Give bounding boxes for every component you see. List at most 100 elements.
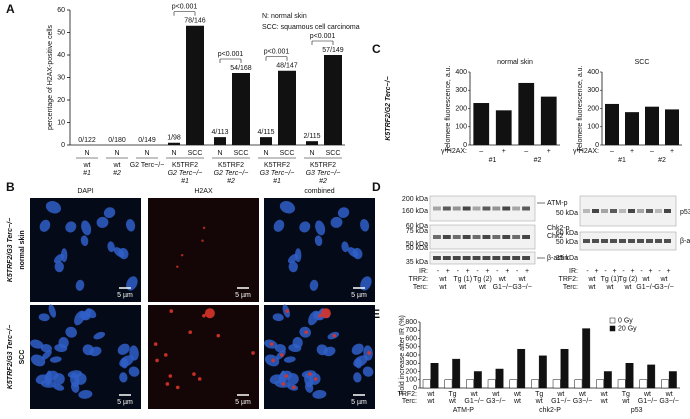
category-label: wt [426, 398, 434, 405]
nucleus [93, 331, 106, 340]
bar [647, 364, 656, 389]
y-tick-label: 100 [587, 124, 599, 131]
band [433, 206, 441, 211]
band [502, 256, 511, 260]
category-label: wt [513, 391, 521, 398]
nucleus [45, 370, 52, 386]
nucleus [81, 220, 92, 236]
row-label: TRF2: [398, 391, 418, 398]
band [492, 256, 501, 260]
group-label: #1 [618, 157, 626, 164]
bar [487, 379, 496, 389]
bar [324, 55, 342, 145]
ir-label: - [476, 268, 479, 275]
terc-label: wt [588, 284, 596, 291]
group-label: wt [113, 162, 121, 169]
bar [665, 109, 679, 145]
row-label: Terc: [413, 284, 428, 291]
band [655, 239, 662, 243]
band [637, 239, 644, 243]
y-tick-label: 500 [405, 344, 417, 351]
foci [304, 330, 309, 334]
nucleus [49, 356, 62, 363]
nucleus [65, 326, 78, 338]
band [592, 239, 599, 243]
chart-title: normal skin [497, 59, 533, 66]
bar [518, 82, 535, 145]
side-label: K5TRF2/G3 Terc−/− [7, 218, 14, 282]
band [433, 256, 441, 260]
bar [625, 112, 639, 145]
group-label: #2 [658, 157, 666, 164]
nucleus [309, 279, 319, 291]
group-label: wt [83, 162, 91, 169]
nucleus [75, 279, 85, 291]
column-header: DAPI [77, 188, 93, 195]
group-label: G2 Terc−/− [168, 170, 203, 177]
row-label: IR: [569, 268, 578, 275]
ir-label: + [446, 268, 450, 275]
nucleus [274, 344, 287, 353]
band [502, 235, 511, 239]
nucleus [41, 350, 52, 360]
foci [318, 313, 322, 318]
bar-annotation: 0/149 [138, 137, 156, 144]
group-label: G3 Terc−/− [260, 170, 295, 177]
micrograph [148, 198, 259, 302]
terc-label: G3−/− [512, 284, 531, 291]
bar [473, 371, 482, 389]
nucleus [58, 337, 69, 349]
nucleus [279, 370, 286, 386]
bar [603, 371, 612, 389]
scale-bar-label: 5 µm [351, 399, 367, 406]
foci [202, 226, 206, 230]
bar [668, 371, 677, 389]
category-label: wt [491, 391, 499, 398]
band [664, 209, 671, 213]
nucleus [347, 247, 359, 258]
protein-label: p53 [631, 407, 643, 414]
category-label: wt [600, 398, 608, 405]
ir-label: - [516, 268, 519, 275]
bar [452, 358, 461, 389]
band [452, 256, 461, 260]
column-header: combined [304, 188, 334, 195]
category-label: G3−/− [573, 398, 592, 405]
nucleus [53, 253, 65, 264]
category-label: N [171, 150, 176, 157]
y-tick-label: 200 [455, 105, 467, 112]
foci [281, 382, 286, 386]
panel-label: C [372, 42, 381, 56]
bar-annotation: 2/115 [304, 133, 321, 140]
mw-marker: 50 kDa [556, 239, 578, 246]
foci [291, 385, 296, 390]
band [492, 206, 501, 211]
category-label: G1−/− [464, 398, 483, 405]
factor-label: γ-H2AX: [573, 148, 599, 155]
category-label: + [502, 148, 506, 155]
nucleus [65, 221, 77, 233]
band [628, 209, 635, 213]
nucleus [125, 219, 136, 232]
trf2-label: wt [588, 276, 596, 283]
category-label: G1−/− [638, 398, 657, 405]
ir-label: - [658, 268, 661, 275]
bar [617, 379, 626, 389]
y-tick-label: 30 [57, 74, 65, 81]
nucleus [360, 276, 372, 291]
ir-label: - [437, 268, 440, 275]
bar [574, 379, 583, 389]
row-label: normal skin [19, 230, 26, 269]
side-label: K5TRF2/G2 Terc−/− [385, 76, 392, 140]
ir-label: + [612, 268, 616, 275]
y-axis-label: Telomere fluorescence, a.u. [445, 65, 452, 151]
group-label: G3 Terc−/− [306, 170, 341, 177]
side-label: K5TRF2/G3 Terc−/− [7, 325, 14, 389]
bar [168, 142, 180, 145]
bar [538, 355, 547, 389]
y-tick-label: 300 [587, 87, 599, 94]
group-label: G2 Terc−/− [130, 162, 165, 169]
group-label: #2 [534, 157, 542, 164]
terc-label: G1−/− [493, 284, 512, 291]
band [522, 206, 530, 211]
